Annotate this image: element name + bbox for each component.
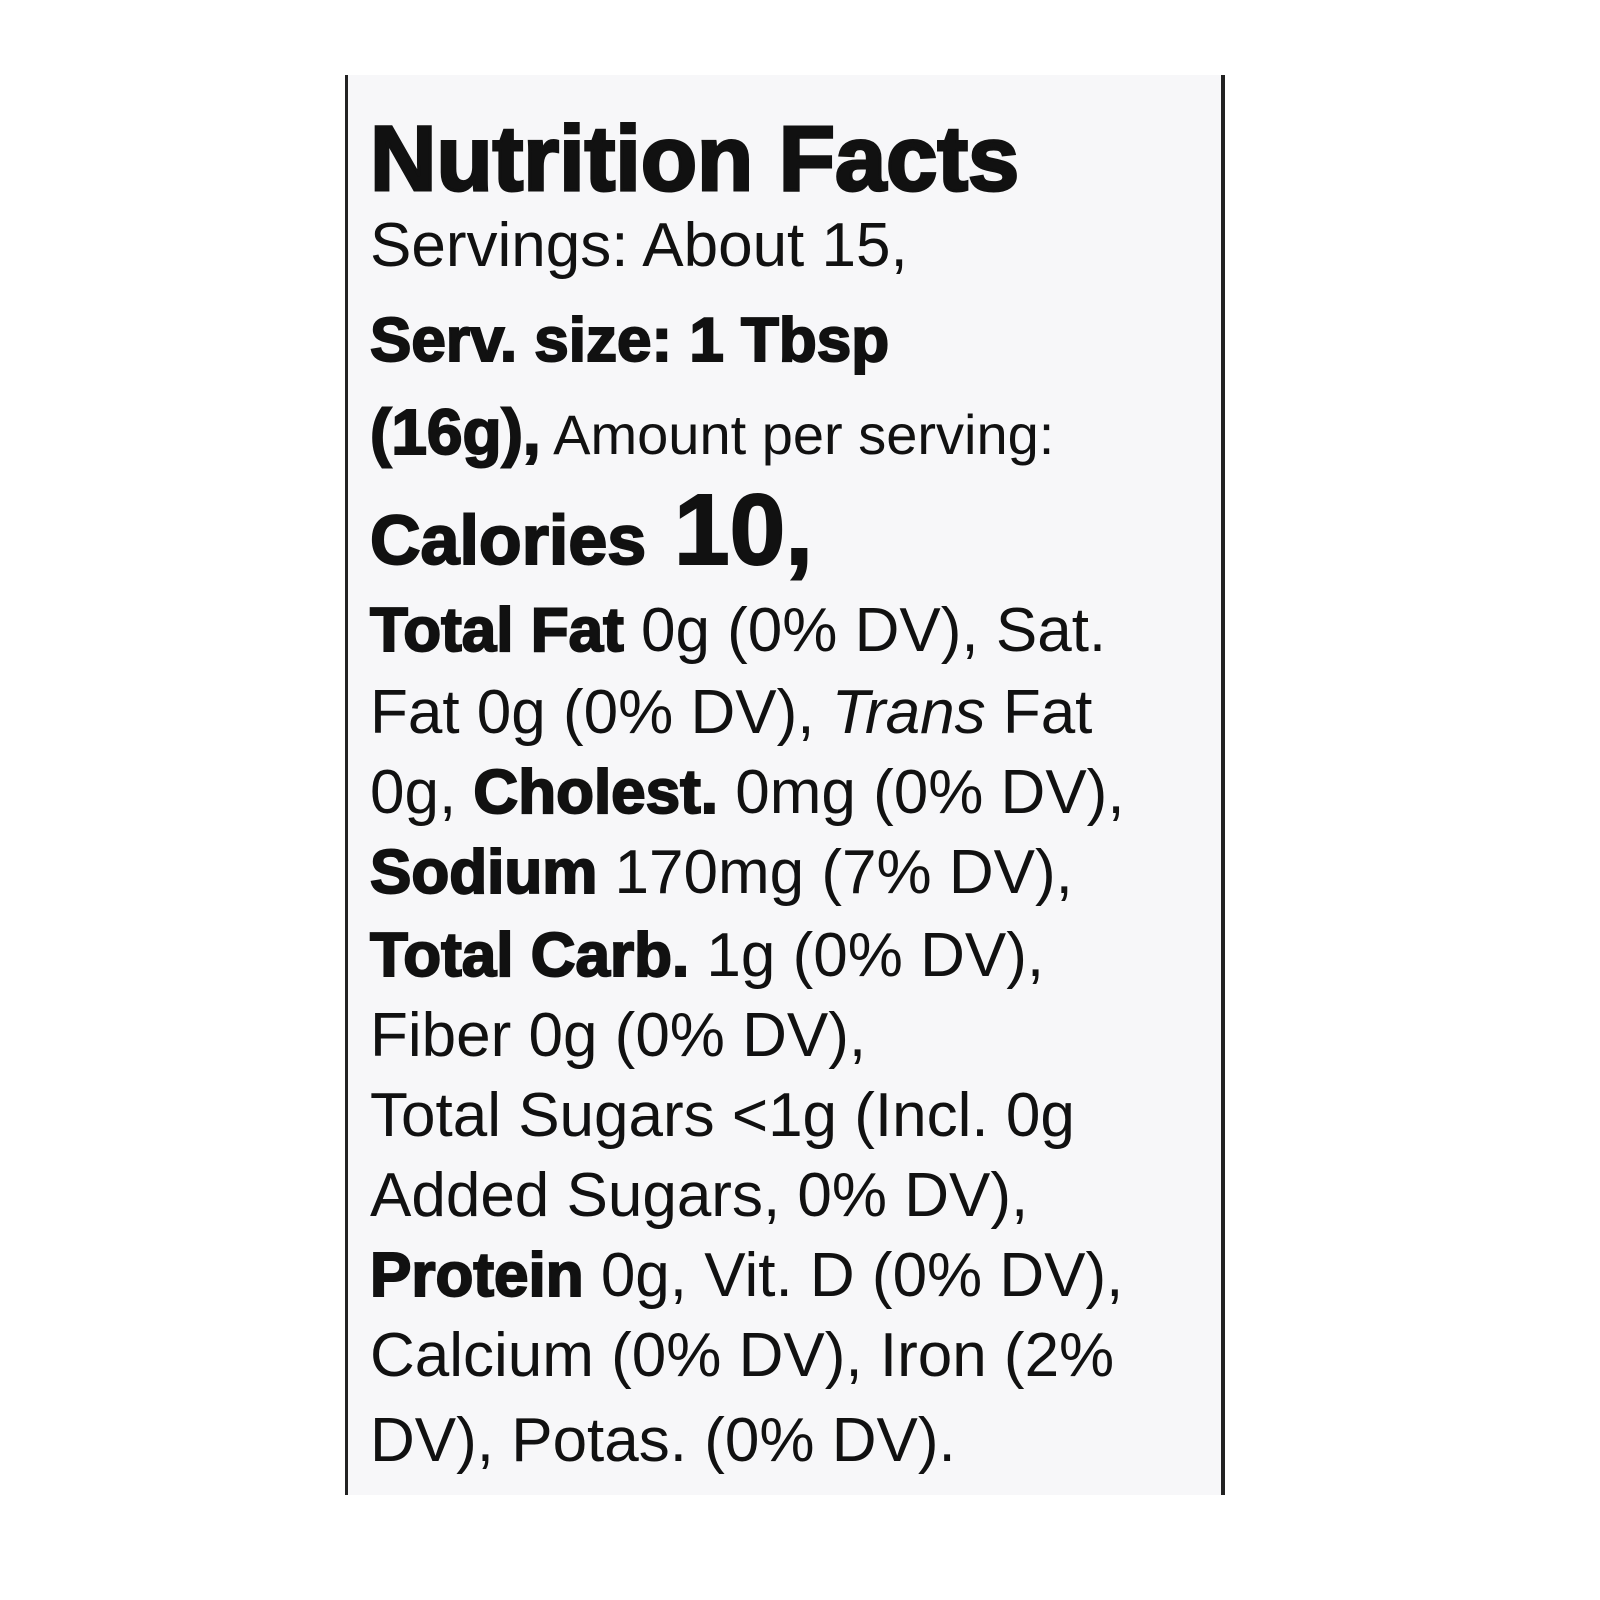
text: (16g), bbox=[369, 396, 542, 468]
label-line: Total Sugars <1g (Incl. 0g bbox=[370, 1085, 1075, 1147]
label-line: DV), Potas. (0% DV). bbox=[370, 1410, 956, 1472]
text: Fat bbox=[985, 678, 1093, 747]
label-line: Protein 0g, Vit. D (0% DV), bbox=[369, 1244, 1123, 1308]
label-title: Nutrition Facts bbox=[368, 108, 1020, 210]
text: DV), Potas. (0% DV). bbox=[370, 1406, 956, 1475]
label-line: (16g), Amount per serving: bbox=[369, 399, 1055, 466]
text: Protein bbox=[369, 1241, 585, 1310]
text: 0g, bbox=[370, 758, 474, 827]
text: 0mg (0% DV), bbox=[718, 758, 1125, 827]
label-line: Total Fat 0g (0% DV), Sat. bbox=[369, 599, 1106, 663]
text: Total Fat bbox=[369, 596, 625, 665]
text: 10, bbox=[646, 474, 814, 586]
text: Total Sugars <1g (Incl. 0g bbox=[370, 1081, 1075, 1150]
label-line: Added Sugars, 0% DV), bbox=[370, 1165, 1028, 1227]
label-line: Calcium (0% DV), Iron (2% bbox=[370, 1325, 1114, 1387]
text: 0g, Vit. D (0% DV), bbox=[583, 1241, 1124, 1310]
text: Calcium (0% DV), Iron (2% bbox=[370, 1321, 1115, 1390]
label-line: Calories 10, bbox=[369, 479, 814, 581]
label-line: Fiber 0g (0% DV), bbox=[370, 1005, 866, 1067]
label-line: Sodium 170mg (7% DV), bbox=[369, 841, 1073, 905]
label-line: Fat 0g (0% DV), Trans Fat bbox=[370, 682, 1092, 744]
text: 170mg (7% DV), bbox=[597, 838, 1073, 907]
text: Calories bbox=[369, 501, 647, 579]
text: 1g (0% DV), bbox=[689, 921, 1045, 990]
nutrition-label: Nutrition Facts Servings: About 15, Serv… bbox=[345, 75, 1225, 1495]
text: Serv. size: 1 Tbsp bbox=[369, 306, 890, 375]
text: Cholest. bbox=[472, 758, 719, 827]
label-line: Serv. size: 1 Tbsp bbox=[369, 309, 890, 373]
text: 0g (0% DV), Sat. bbox=[623, 596, 1107, 665]
text: Servings: About 15, bbox=[370, 211, 908, 280]
text: Sodium bbox=[369, 838, 598, 907]
text: Fat 0g (0% DV), bbox=[370, 678, 832, 747]
text: Fiber 0g (0% DV), bbox=[370, 1001, 867, 1070]
text: Amount per serving: bbox=[540, 403, 1055, 466]
text: Total Carb. bbox=[369, 921, 690, 990]
text: Trans bbox=[831, 678, 986, 747]
label-line: Total Carb. 1g (0% DV), bbox=[369, 924, 1044, 988]
label-line: 0g, Cholest. 0mg (0% DV), bbox=[370, 761, 1125, 825]
text: Added Sugars, 0% DV), bbox=[370, 1161, 1029, 1230]
label-line: Servings: About 15, bbox=[370, 215, 908, 277]
